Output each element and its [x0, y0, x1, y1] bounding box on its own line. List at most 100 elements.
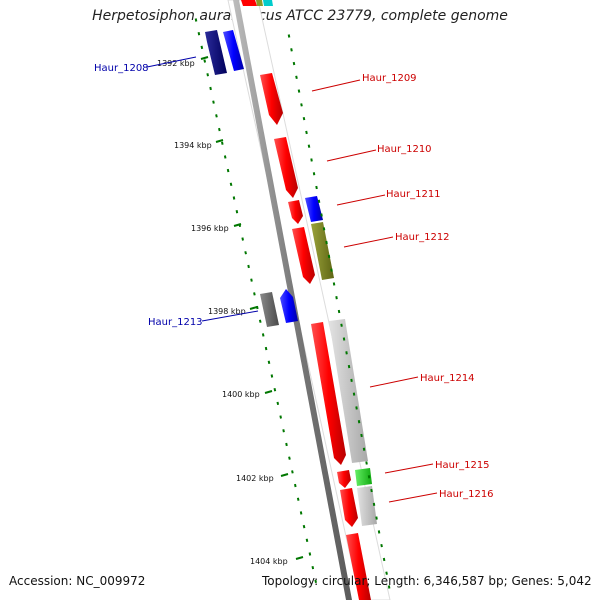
scale-dot — [314, 579, 317, 584]
scale-dot — [345, 351, 348, 355]
tick-1404: 1404 kbp — [250, 556, 304, 566]
genome-stats-text: Topology: circular; Length: 6,346,587 bp… — [262, 574, 592, 588]
scale-dot — [377, 530, 381, 534]
gene-label-haur-1209[interactable]: Haur_1209 — [311, 73, 417, 92]
gene-haur-1211 — [305, 196, 323, 222]
gene-label-haur-1215[interactable]: Haur_1215 — [384, 460, 490, 474]
scale-dot — [315, 185, 318, 190]
gene-haur-1208-a — [205, 30, 227, 75]
scale-dots-left — [194, 18, 317, 584]
leader-line — [201, 310, 259, 322]
scale-dot — [342, 337, 346, 341]
scale-dot — [264, 346, 268, 351]
gene-haur-1212 — [311, 222, 334, 280]
gene-label-text[interactable]: Haur_1212 — [395, 232, 450, 243]
scale-dot — [365, 461, 368, 465]
tick-mark — [233, 223, 242, 227]
gene-dark — [260, 292, 279, 327]
scale-dot — [267, 360, 271, 364]
scale-dot — [194, 18, 198, 22]
scale-dot — [385, 571, 388, 575]
gene-haur-1210 — [274, 137, 298, 198]
gene-top-red — [241, 0, 257, 6]
tick-label: 1404 kbp — [250, 557, 288, 566]
scale-dot — [229, 182, 233, 187]
scale-dot — [287, 34, 291, 38]
scale-dot — [320, 213, 323, 217]
scale-dot — [258, 319, 262, 323]
scale-dot — [209, 86, 212, 91]
scale-dot — [322, 227, 326, 231]
scale-dot — [370, 488, 373, 493]
scale-dot — [200, 45, 204, 50]
scale-dot — [300, 103, 303, 107]
tick-label: 1394 kbp — [174, 141, 212, 150]
gene-label-haur-1212[interactable]: Haur_1212 — [343, 232, 450, 248]
tick-label: 1396 kbp — [191, 224, 229, 233]
scale-dot — [244, 251, 247, 255]
tick-mark — [249, 306, 258, 310]
scale-dot — [296, 497, 300, 501]
scale-dot — [352, 392, 356, 396]
scale-dot — [235, 210, 239, 214]
leader-line — [388, 492, 438, 503]
scale-dot — [290, 48, 293, 52]
accession-text: Accession: NC_009972 — [9, 574, 146, 588]
scale-dot — [337, 309, 341, 314]
gene-haur-1214-a — [311, 322, 346, 465]
gene-label-haur-1216[interactable]: Haur_1216 — [388, 489, 494, 503]
tick-label: 1398 kbp — [208, 307, 246, 316]
gene-haur-1208-b — [223, 30, 244, 71]
scale-dot — [223, 155, 227, 159]
gene-red-small — [288, 200, 303, 224]
tick-mark — [280, 473, 289, 477]
scale-dot — [270, 374, 274, 378]
tick-label: 1400 kbp — [222, 390, 260, 399]
scale-dot — [347, 364, 351, 369]
scale-dot — [226, 168, 230, 173]
gene-label-text[interactable]: Haur_1213 — [148, 317, 203, 328]
scale-dot — [325, 240, 328, 245]
gene-label-haur-1211[interactable]: Haur_1211 — [336, 189, 441, 206]
scale-dot — [206, 73, 209, 77]
gene-label-text[interactable]: Haur_1216 — [439, 489, 494, 500]
gene-haur-1212-a — [292, 227, 315, 284]
scale-dot — [297, 89, 301, 93]
leader-line — [146, 56, 197, 68]
scale-dot — [340, 323, 343, 327]
scale-dot — [273, 387, 277, 392]
gene-label-text[interactable]: Haur_1211 — [386, 189, 441, 200]
scale-dot — [221, 141, 224, 145]
scale-dot — [317, 199, 321, 203]
tick-1398: 1398 kbp — [208, 306, 258, 316]
gene-label-haur-1214[interactable]: Haur_1214 — [369, 373, 475, 388]
scale-dot — [335, 296, 338, 300]
gene-haur-1216 — [357, 486, 377, 526]
scale-dot — [256, 305, 259, 310]
gene-label-text[interactable]: Haur_1214 — [420, 373, 475, 384]
gene-label-haur-1213[interactable]: Haur_1213 — [148, 310, 259, 328]
gene-label-haur-1208[interactable]: Haur_1208 — [94, 56, 197, 74]
scale-dot — [276, 401, 280, 406]
gene-label-text[interactable]: Haur_1210 — [377, 144, 432, 155]
gene-label-text[interactable]: Haur_1208 — [94, 63, 149, 74]
scale-dot — [215, 114, 218, 118]
scale-dot — [292, 61, 296, 66]
scale-dot — [212, 100, 215, 104]
gene-label-haur-1210[interactable]: Haur_1210 — [326, 144, 432, 162]
gene-haur-1216-a — [340, 488, 358, 527]
scale-dot — [291, 470, 294, 474]
gene-haur-1215 — [355, 468, 372, 486]
scale-dot — [375, 516, 378, 520]
tick-mark — [215, 139, 224, 143]
leader-line — [384, 463, 434, 474]
leader-line — [311, 79, 361, 92]
tick-1402: 1402 kbp — [236, 473, 289, 483]
scale-dot — [253, 292, 256, 296]
scale-dot — [302, 524, 306, 529]
scale-dot — [261, 333, 265, 337]
gene-label-text[interactable]: Haur_1215 — [435, 460, 490, 471]
gene-label-text[interactable]: Haur_1209 — [362, 73, 417, 84]
